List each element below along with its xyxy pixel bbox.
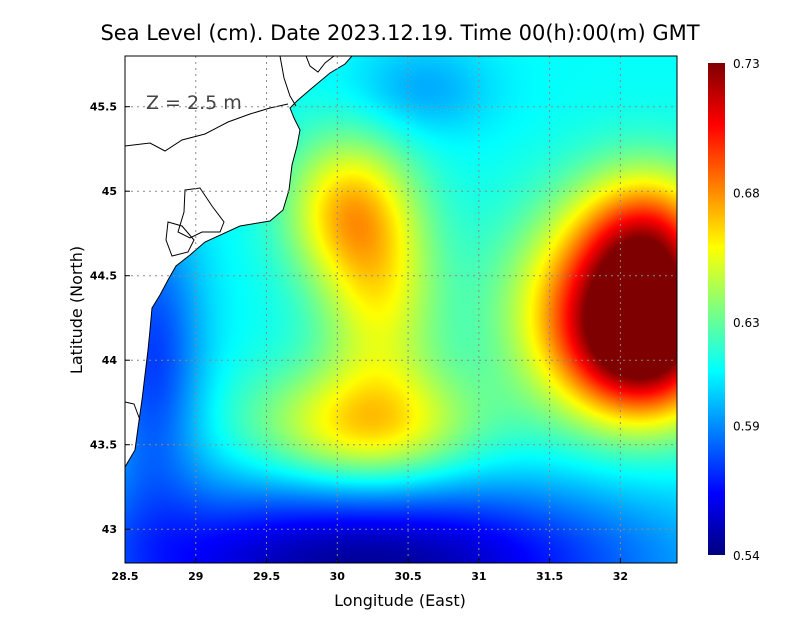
x-tick-label: 32 xyxy=(613,570,628,583)
border-line xyxy=(125,103,289,152)
y-tick-label: 45 xyxy=(102,185,117,198)
chart-title: Sea Level (cm). Date 2023.12.19. Time 00… xyxy=(100,21,699,45)
x-tick-label: 29.5 xyxy=(253,570,280,583)
border-line xyxy=(125,401,141,421)
depth-annotation: Z = 2.5 m xyxy=(146,92,242,114)
y-tick-label: 44.5 xyxy=(90,270,117,283)
colorbar-tick-label: 0.54 xyxy=(733,549,760,563)
plot-frame xyxy=(124,55,678,564)
coastline xyxy=(125,56,353,468)
y-axis-label: Latitude (North) xyxy=(67,246,86,374)
x-tick-label: 28.5 xyxy=(111,570,138,583)
x-axis-label: Longitude (East) xyxy=(334,591,466,610)
x-tick-label: 31 xyxy=(471,570,486,583)
border-line xyxy=(305,56,335,73)
plot-area: Z = 2.5 m xyxy=(124,55,678,564)
x-tick-label: 29 xyxy=(188,570,203,583)
colorbar-ticks: 0.73 0.68 0.63 0.59 0.54 xyxy=(733,57,760,563)
colorbar: 0.73 0.68 0.63 0.59 0.54 xyxy=(708,57,760,563)
land-mask xyxy=(125,56,353,468)
land-area xyxy=(125,56,352,467)
y-tick-label: 43 xyxy=(102,523,117,536)
colorbar-tick-label: 0.63 xyxy=(733,316,760,330)
colorbar-gradient xyxy=(708,63,725,555)
y-axis: 43 43.5 44 44.5 45 45.5 xyxy=(90,101,130,536)
grid-lines xyxy=(125,56,677,563)
y-tick-label: 45.5 xyxy=(90,101,117,114)
colorbar-tick-label: 0.59 xyxy=(733,420,760,434)
colorbar-tick-label: 0.73 xyxy=(733,57,760,71)
y-tick-label: 44 xyxy=(102,354,118,367)
y-tick-label: 43.5 xyxy=(90,439,117,452)
x-tick-label: 31.5 xyxy=(536,570,563,583)
x-axis: 28.5 29 29.5 30 30.5 31 31.5 32 xyxy=(111,558,628,583)
x-tick-label: 30 xyxy=(330,570,346,583)
colorbar-tick-label: 0.68 xyxy=(733,186,760,200)
border-line xyxy=(279,56,297,107)
border-line xyxy=(165,221,195,257)
x-tick-label: 30.5 xyxy=(395,570,422,583)
border-line xyxy=(177,187,225,239)
